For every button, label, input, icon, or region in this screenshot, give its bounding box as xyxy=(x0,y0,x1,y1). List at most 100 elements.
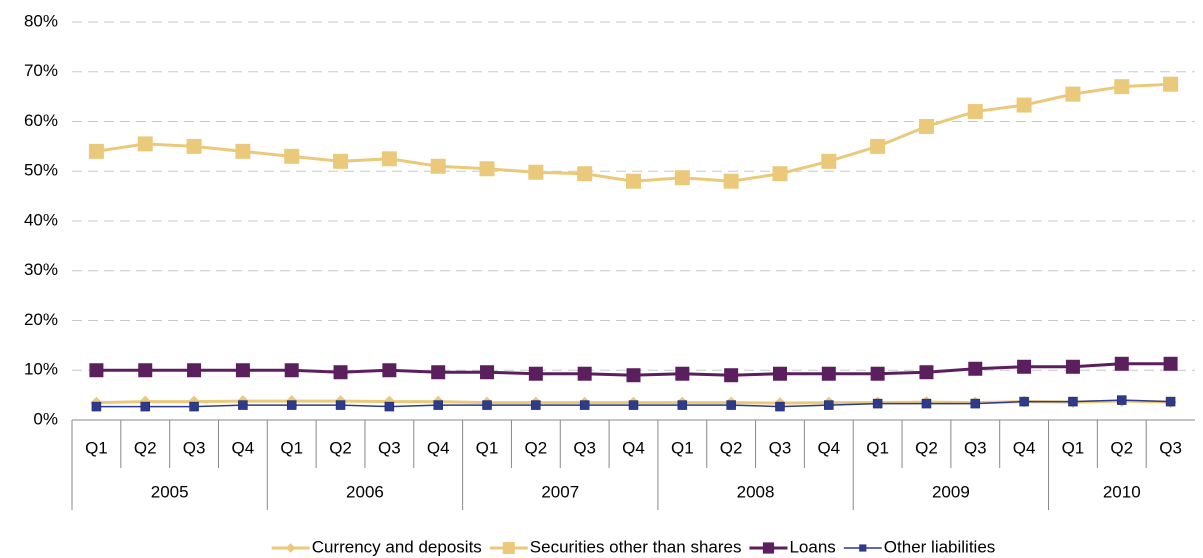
marker xyxy=(677,400,688,410)
marker xyxy=(970,398,981,409)
marker xyxy=(921,398,932,409)
year-label: 2009 xyxy=(932,482,970,501)
marker xyxy=(235,363,250,378)
marker xyxy=(824,400,834,410)
marker xyxy=(381,151,397,167)
x-tick-label: Q2 xyxy=(720,438,743,457)
x-tick-label: Q1 xyxy=(671,438,694,457)
marker xyxy=(333,153,349,169)
marker xyxy=(238,400,248,410)
marker xyxy=(775,401,785,412)
legend-marker xyxy=(502,542,515,554)
y-tick-label: 0% xyxy=(33,409,58,428)
marker xyxy=(430,158,446,174)
marker xyxy=(384,401,395,412)
legend-label: Other liabilities xyxy=(884,537,996,556)
y-tick-label: 50% xyxy=(24,161,58,180)
marker xyxy=(235,143,251,159)
y-tick-label: 70% xyxy=(24,61,58,80)
marker xyxy=(91,401,102,412)
marker xyxy=(138,363,153,378)
legend: Currency and deposits Securities other th… xyxy=(271,537,996,556)
marker xyxy=(872,398,883,409)
marker xyxy=(431,365,446,380)
x-tick-label: Q1 xyxy=(280,438,303,457)
x-tick-label: Q4 xyxy=(622,438,645,457)
marker xyxy=(482,400,492,410)
x-tick-label: Q3 xyxy=(573,438,596,457)
x-tick-label: Q3 xyxy=(183,438,206,457)
y-tick-label: 30% xyxy=(24,260,58,279)
marker xyxy=(1019,396,1029,407)
legend-marker xyxy=(859,544,867,552)
marker xyxy=(333,365,348,380)
x-tick-label: Q2 xyxy=(329,438,352,457)
year-label: 2005 xyxy=(151,482,189,501)
x-tick-label: Q3 xyxy=(1159,438,1182,457)
marker xyxy=(433,400,443,410)
marker xyxy=(137,136,153,152)
x-tick-label: Q1 xyxy=(476,438,499,457)
year-label: 2006 xyxy=(346,482,384,501)
marker xyxy=(1065,359,1080,374)
y-tick-label: 10% xyxy=(24,360,58,379)
x-tick-label: Q4 xyxy=(427,438,450,457)
marker xyxy=(1016,97,1032,113)
marker xyxy=(967,104,983,120)
marker xyxy=(1017,359,1032,374)
marker xyxy=(1068,396,1078,407)
marker xyxy=(626,368,641,383)
year-label: 2008 xyxy=(737,482,775,501)
marker xyxy=(724,368,739,383)
legend-label: Securities other than shares xyxy=(530,537,742,556)
y-tick-label: 20% xyxy=(24,310,58,329)
marker xyxy=(626,173,641,189)
marker xyxy=(140,401,150,412)
legend-label: Loans xyxy=(789,537,835,556)
marker xyxy=(88,143,104,159)
y-tick-label: 40% xyxy=(24,210,58,229)
x-tick-label: Q3 xyxy=(378,438,401,457)
marker xyxy=(1165,396,1176,407)
marker xyxy=(772,166,788,182)
marker xyxy=(772,366,787,381)
marker xyxy=(186,138,202,154)
marker xyxy=(286,400,297,410)
marker xyxy=(1114,356,1129,371)
marker xyxy=(821,153,837,169)
year-label: 2010 xyxy=(1103,482,1141,501)
x-tick-label: Q2 xyxy=(134,438,157,457)
x-tick-label: Q4 xyxy=(1013,438,1036,457)
marker xyxy=(528,164,544,180)
marker xyxy=(577,166,593,182)
marker xyxy=(870,366,885,381)
marker xyxy=(968,361,983,376)
marker xyxy=(1163,76,1179,92)
x-tick-label: Q1 xyxy=(866,438,889,457)
x-tick-label: Q2 xyxy=(525,438,548,457)
marker xyxy=(284,363,299,378)
y-tick-label: 60% xyxy=(24,111,58,130)
x-tick-label: Q2 xyxy=(1110,438,1133,457)
marker xyxy=(723,173,739,189)
marker xyxy=(1114,79,1130,95)
x-tick-label: Q4 xyxy=(817,438,840,457)
year-label: 2007 xyxy=(541,482,579,501)
marker xyxy=(726,400,736,410)
marker xyxy=(480,365,495,380)
marker xyxy=(335,400,346,410)
x-tick-label: Q1 xyxy=(85,438,108,457)
marker xyxy=(674,170,690,186)
marker xyxy=(919,365,934,380)
x-tick-label: Q3 xyxy=(769,438,792,457)
marker xyxy=(628,400,639,410)
marker xyxy=(382,363,397,378)
y-tick-label: 80% xyxy=(24,11,58,30)
legend-marker xyxy=(285,543,296,553)
marker xyxy=(918,118,934,134)
marker xyxy=(189,401,199,412)
marker xyxy=(187,363,202,378)
marker xyxy=(479,161,495,177)
series-line xyxy=(96,82,1171,183)
marker xyxy=(577,366,592,381)
